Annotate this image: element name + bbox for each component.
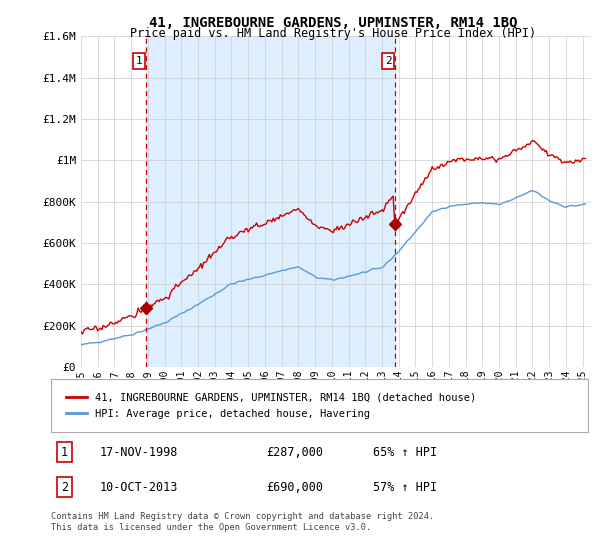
- Text: 41, INGREBOURNE GARDENS, UPMINSTER, RM14 1BQ: 41, INGREBOURNE GARDENS, UPMINSTER, RM14…: [149, 16, 517, 30]
- Text: £690,000: £690,000: [266, 480, 323, 494]
- Text: 57% ↑ HPI: 57% ↑ HPI: [373, 480, 437, 494]
- Text: Price paid vs. HM Land Registry's House Price Index (HPI): Price paid vs. HM Land Registry's House …: [130, 27, 536, 40]
- Text: Contains HM Land Registry data © Crown copyright and database right 2024.
This d: Contains HM Land Registry data © Crown c…: [51, 512, 434, 532]
- Text: 17-NOV-1998: 17-NOV-1998: [100, 446, 178, 459]
- Legend: 41, INGREBOURNE GARDENS, UPMINSTER, RM14 1BQ (detached house), HPI: Average pric: 41, INGREBOURNE GARDENS, UPMINSTER, RM14…: [62, 389, 481, 423]
- Text: 2: 2: [61, 480, 68, 494]
- Text: 65% ↑ HPI: 65% ↑ HPI: [373, 446, 437, 459]
- Text: 10-OCT-2013: 10-OCT-2013: [100, 480, 178, 494]
- Bar: [146, 36, 395, 367]
- Text: 1: 1: [136, 56, 143, 66]
- Text: 1: 1: [61, 446, 68, 459]
- Text: 2: 2: [385, 56, 392, 66]
- Text: £287,000: £287,000: [266, 446, 323, 459]
